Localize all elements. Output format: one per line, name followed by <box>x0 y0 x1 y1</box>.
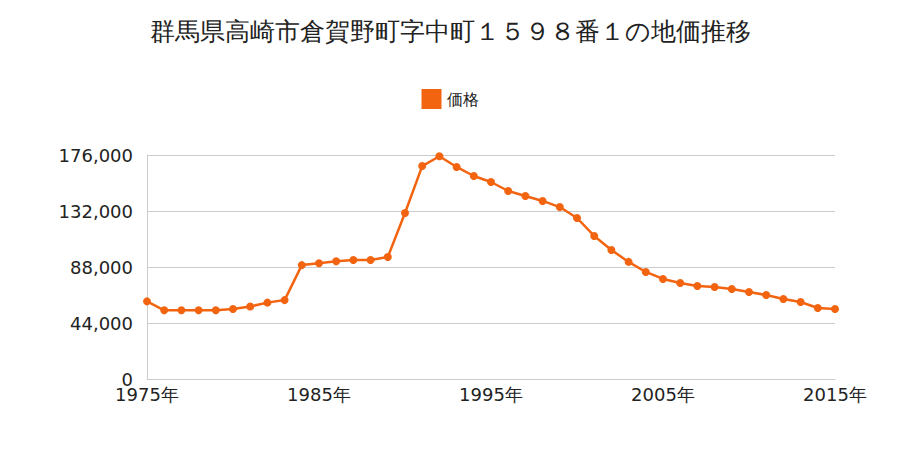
svg-text:132,000: 132,000 <box>59 201 133 222</box>
svg-text:群馬県高崎市倉賀野町字中町１５９８番１の地価推移: 群馬県高崎市倉賀野町字中町１５９８番１の地価推移 <box>150 17 751 46</box>
svg-text:2005年: 2005年 <box>631 384 695 405</box>
svg-text:88,000: 88,000 <box>70 257 133 278</box>
svg-text:44,000: 44,000 <box>70 313 133 334</box>
svg-text:1985年: 1985年 <box>287 384 351 405</box>
svg-text:価格: 価格 <box>447 90 479 109</box>
svg-text:176,000: 176,000 <box>59 145 133 166</box>
svg-text:2015年: 2015年 <box>803 384 867 405</box>
svg-text:1975年: 1975年 <box>115 384 179 405</box>
svg-text:0: 0 <box>121 368 133 390</box>
svg-text:1995年: 1995年 <box>459 384 523 405</box>
